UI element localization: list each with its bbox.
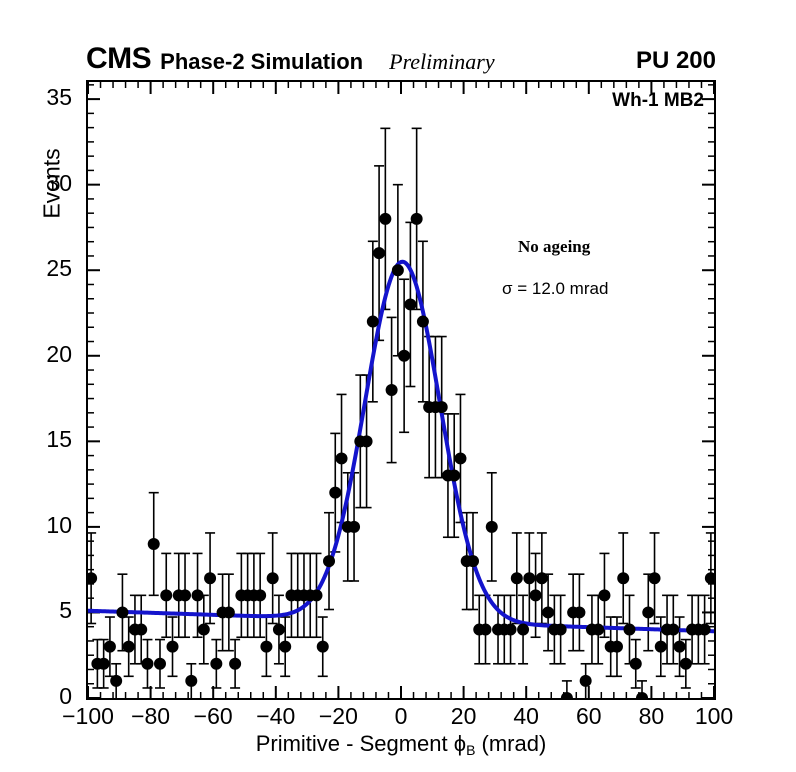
plot-frame: Wh-1 MB2 No ageing σ = 12.0 mrad bbox=[86, 80, 716, 700]
cms-preliminary-label: Preliminary bbox=[389, 49, 495, 74]
x-axis-title-unit: (mrad) bbox=[475, 731, 547, 756]
y-tick-label: 0 bbox=[59, 683, 72, 709]
x-tick-label: −40 bbox=[256, 703, 296, 729]
x-tick-label: 80 bbox=[638, 703, 665, 729]
fit-curve bbox=[88, 259, 714, 634]
x-tick-label: 40 bbox=[513, 703, 539, 729]
pileup-label: PU 200 bbox=[635, 47, 716, 74]
y-tick-label: 35 bbox=[46, 84, 72, 111]
x-axis-title: Primitive - Segment ϕB (mrad) bbox=[86, 731, 716, 758]
ageing-label: No ageing bbox=[518, 237, 591, 256]
cms-sublabel: Phase-2 Simulation bbox=[160, 49, 364, 74]
x-tick-label: 20 bbox=[450, 703, 477, 729]
x-tick-label: 60 bbox=[576, 703, 602, 729]
cms-logo: CMS bbox=[86, 42, 152, 75]
cms-header: CMS Phase-2 Simulation Preliminary PU 20… bbox=[86, 42, 716, 74]
x-tick-label: −80 bbox=[131, 703, 171, 729]
x-tick-label: 100 bbox=[694, 703, 734, 729]
y-tick-label: 30 bbox=[46, 169, 72, 196]
sigma-label: σ = 12.0 mrad bbox=[502, 279, 609, 298]
x-axis-title-subscript: B bbox=[466, 742, 476, 758]
x-tick-label: −100 bbox=[62, 703, 114, 729]
axis-ticks bbox=[88, 82, 714, 698]
y-tick-label: 5 bbox=[59, 597, 72, 624]
x-axis-title-text: Primitive - Segment ϕ bbox=[255, 731, 467, 756]
y-tick-label: 25 bbox=[46, 255, 72, 282]
data-markers bbox=[88, 212, 714, 698]
x-tick-label: −60 bbox=[193, 703, 233, 729]
y-tick-label: 20 bbox=[46, 340, 72, 367]
y-tick-label: 10 bbox=[46, 511, 72, 538]
x-tick-label: −20 bbox=[318, 703, 358, 729]
x-tick-label: 0 bbox=[394, 703, 408, 729]
plot-area bbox=[88, 82, 714, 698]
y-tick-label: 15 bbox=[46, 426, 72, 453]
region-label: Wh-1 MB2 bbox=[612, 90, 704, 111]
